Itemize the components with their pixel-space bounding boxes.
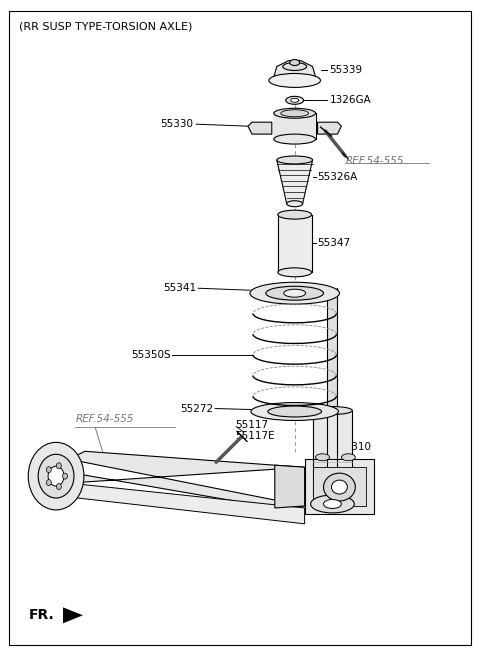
Ellipse shape bbox=[315, 454, 329, 460]
Text: 55330: 55330 bbox=[160, 119, 193, 129]
Ellipse shape bbox=[62, 473, 68, 479]
Bar bbox=[327, 288, 337, 492]
Text: 55117: 55117 bbox=[235, 420, 268, 430]
Polygon shape bbox=[69, 451, 305, 508]
Text: FR.: FR. bbox=[29, 608, 55, 622]
Ellipse shape bbox=[251, 403, 338, 421]
Polygon shape bbox=[277, 160, 312, 204]
Text: 55117E: 55117E bbox=[235, 431, 275, 441]
Text: REF.54-555: REF.54-555 bbox=[346, 156, 404, 166]
Ellipse shape bbox=[286, 96, 304, 104]
Polygon shape bbox=[69, 483, 305, 524]
Ellipse shape bbox=[312, 407, 352, 415]
Ellipse shape bbox=[250, 282, 339, 304]
Ellipse shape bbox=[277, 156, 312, 164]
Bar bbox=[278, 215, 312, 272]
Bar bbox=[274, 113, 315, 139]
Polygon shape bbox=[275, 465, 305, 508]
Ellipse shape bbox=[274, 134, 315, 144]
Ellipse shape bbox=[290, 60, 300, 66]
Text: 55272: 55272 bbox=[180, 403, 213, 413]
Ellipse shape bbox=[291, 98, 299, 102]
Ellipse shape bbox=[56, 483, 61, 489]
Bar bbox=[312, 467, 366, 506]
Text: 1326GA: 1326GA bbox=[329, 96, 371, 105]
Polygon shape bbox=[318, 122, 341, 134]
Ellipse shape bbox=[283, 62, 307, 71]
Ellipse shape bbox=[47, 467, 51, 473]
Ellipse shape bbox=[28, 442, 84, 510]
Ellipse shape bbox=[311, 495, 354, 513]
Ellipse shape bbox=[47, 479, 51, 485]
Polygon shape bbox=[273, 60, 316, 81]
Text: 55341: 55341 bbox=[163, 283, 196, 293]
Ellipse shape bbox=[56, 462, 61, 469]
Polygon shape bbox=[63, 607, 83, 624]
Ellipse shape bbox=[284, 290, 306, 297]
Text: REF.54-555: REF.54-555 bbox=[75, 414, 134, 424]
Ellipse shape bbox=[324, 473, 355, 501]
Ellipse shape bbox=[341, 454, 355, 460]
Ellipse shape bbox=[266, 286, 324, 300]
Text: 55350S: 55350S bbox=[131, 350, 170, 360]
Ellipse shape bbox=[48, 466, 64, 486]
Polygon shape bbox=[248, 122, 272, 134]
Ellipse shape bbox=[278, 268, 312, 277]
Ellipse shape bbox=[281, 110, 309, 117]
Polygon shape bbox=[305, 459, 374, 514]
Ellipse shape bbox=[38, 455, 74, 498]
Ellipse shape bbox=[324, 500, 341, 508]
Ellipse shape bbox=[268, 406, 322, 417]
Ellipse shape bbox=[287, 200, 302, 207]
Ellipse shape bbox=[269, 73, 321, 87]
Text: 55326A: 55326A bbox=[318, 172, 358, 182]
Ellipse shape bbox=[274, 108, 315, 118]
Ellipse shape bbox=[332, 480, 348, 494]
Text: 55347: 55347 bbox=[318, 238, 351, 248]
Ellipse shape bbox=[278, 210, 312, 219]
Text: 55310: 55310 bbox=[338, 442, 372, 453]
Text: (RR SUSP TYPE-TORSION AXLE): (RR SUSP TYPE-TORSION AXLE) bbox=[19, 22, 192, 32]
Bar bbox=[312, 411, 352, 494]
Text: 55339: 55339 bbox=[329, 66, 362, 75]
